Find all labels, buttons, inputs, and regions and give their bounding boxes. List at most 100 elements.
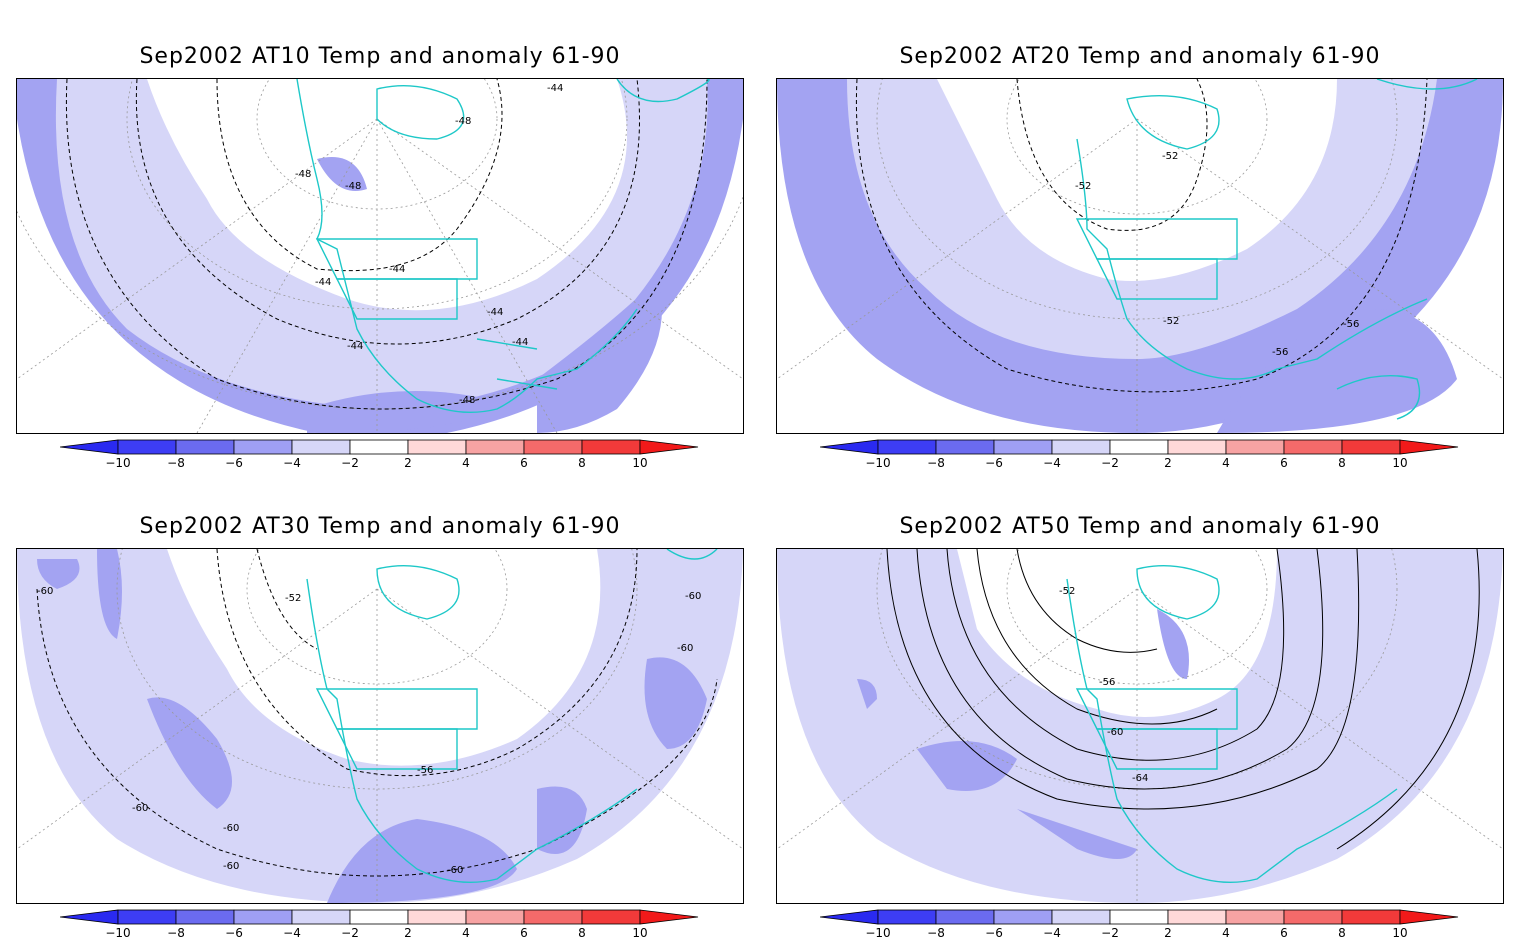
colorbar-tick-label: 10 [632, 926, 647, 940]
contour-label: -44 [512, 337, 528, 348]
contour-label: -48 [345, 181, 361, 192]
colorbar-segment [175, 909, 235, 925]
colorbar-tick-label: 4 [1222, 926, 1230, 940]
colorbar-tick-label: −2 [341, 456, 359, 470]
colorbar-tick-label: 8 [578, 926, 586, 940]
colorbar-tick-label: −8 [927, 926, 945, 940]
anomaly-map: -44 -48 -48 -48 -44 -44 -44 -44 -44 -48 [17, 79, 743, 433]
panel-title: Sep2002 AT20 Temp and anomaly 61-90 [899, 44, 1381, 69]
graticule [777, 79, 1503, 433]
panel-at30: Sep2002 AT30 Temp and anomaly 61-90 [0, 470, 760, 940]
graticule [17, 79, 743, 433]
contour-label: -56 [1343, 319, 1359, 330]
colorbar-segment [117, 439, 177, 455]
colorbar-segment [1283, 439, 1343, 455]
colorbar-tick-label: −4 [283, 456, 301, 470]
colorbar-tick-label: −10 [105, 926, 130, 940]
colorbar-segment [523, 909, 583, 925]
anomaly-patch [37, 549, 122, 639]
temperature-contours [886, 549, 1480, 850]
colorbar-tick-label: −6 [225, 926, 243, 940]
contour-labels: -60 -52 -60 -60 -56 -60 -60 -60 -60 [37, 586, 701, 876]
map-frame: -44 -48 -48 -48 -44 -44 -44 -44 -44 -48 [16, 78, 744, 434]
panel-title: Sep2002 AT30 Temp and anomaly 61-90 [139, 514, 621, 539]
anomaly-map: -52 -56 -60 -64 [777, 549, 1503, 903]
colorbar-tick-label: 2 [1164, 456, 1172, 470]
graticule [17, 549, 743, 903]
colorbar-tick-label: 6 [520, 926, 528, 940]
colorbar-segment [349, 909, 409, 925]
contour-label: -60 [685, 591, 701, 602]
colorbar-left-arrow [60, 909, 119, 925]
colorbar-left-arrow [820, 909, 879, 925]
map-frame: -60 -52 -60 -60 -56 -60 -60 -60 -60 [16, 548, 744, 904]
colorbar-tick-label: −4 [283, 926, 301, 940]
colorbar-segment [1283, 909, 1343, 925]
colorbar-segment [291, 909, 351, 925]
colorbar-segment [581, 909, 641, 925]
contour-label: -60 [37, 586, 53, 597]
colorbar-segment [1051, 439, 1111, 455]
colorbar-tick-label: 6 [520, 456, 528, 470]
coastlines [1075, 79, 1478, 420]
colorbar-segment [291, 439, 351, 455]
colorbar-tick-label: −6 [225, 456, 243, 470]
colorbar-left-arrow [820, 439, 879, 455]
colorbar-tick-label: −10 [105, 456, 130, 470]
contour-label: -44 [347, 341, 363, 352]
contour-label: -52 [1059, 586, 1075, 597]
colorbar-tick-label: −2 [1101, 456, 1119, 470]
panel-title: Sep2002 AT10 Temp and anomaly 61-90 [139, 44, 621, 69]
contour-label: -60 [223, 861, 239, 872]
graticule [777, 549, 1503, 903]
anomaly-patch [1217, 309, 1457, 433]
contour-label: -60 [447, 865, 463, 876]
colorbar-segment [233, 439, 293, 455]
colorbar-segment [175, 439, 235, 455]
panel-title: Sep2002 AT50 Temp and anomaly 61-90 [899, 514, 1381, 539]
colorbar-segment [1225, 909, 1285, 925]
colorbar-tick-label: −10 [865, 456, 890, 470]
colorbar-tick-label: 4 [462, 456, 470, 470]
anomaly-patch [1017, 809, 1137, 859]
contour-label: -60 [223, 823, 239, 834]
colorbar-segment [993, 909, 1053, 925]
anomaly-patch [537, 786, 587, 854]
contour-labels: -44 -48 -48 -48 -44 -44 -44 -44 -44 -48 [295, 83, 563, 406]
anomaly-map: -52 -52 -52 -56 -56 [777, 79, 1503, 433]
colorbar-segment [523, 439, 583, 455]
contour-label: -52 [1163, 316, 1179, 327]
contour-label: -44 [487, 307, 503, 318]
anomaly-patch [857, 679, 877, 709]
colorbar-tick-label: 4 [1222, 456, 1230, 470]
colorbar-segment [465, 909, 525, 925]
colorbar-tick-label: −8 [167, 926, 185, 940]
coastlines [296, 79, 710, 413]
contour-labels: -52 -52 -52 -56 -56 [1075, 151, 1359, 358]
colorbar-tick-label: −6 [985, 456, 1003, 470]
colorbar-segment [1051, 909, 1111, 925]
contour-label: -56 [1272, 347, 1288, 358]
colorbar-tick-label: −2 [341, 926, 359, 940]
colorbar-segment [465, 439, 525, 455]
colorbar-right-arrow [639, 439, 699, 455]
colorbar-segment [935, 909, 995, 925]
colorbar-segment [1341, 439, 1401, 455]
colorbar-right-arrow [1399, 439, 1459, 455]
colorbar-segment [1109, 439, 1169, 455]
near-zero-region [147, 79, 627, 311]
colorbar-segment [935, 439, 995, 455]
anomaly-patch [147, 697, 232, 809]
colorbar-tick-label: 10 [1392, 926, 1407, 940]
colorbar-segment [993, 439, 1053, 455]
colorbar: −10 −8 −6 −4 −2 2 4 6 8 10 [60, 909, 699, 940]
colorbar-segment [1341, 909, 1401, 925]
anomaly-patch [917, 741, 1017, 791]
contour-label: -52 [285, 593, 301, 604]
contour-label: -60 [1107, 727, 1123, 738]
contour-label: -48 [295, 169, 311, 180]
colorbar-segment [1167, 909, 1227, 925]
colorbar-tick-label: −10 [865, 926, 890, 940]
contour-label: -44 [315, 277, 331, 288]
anomaly-patch [1157, 609, 1189, 679]
